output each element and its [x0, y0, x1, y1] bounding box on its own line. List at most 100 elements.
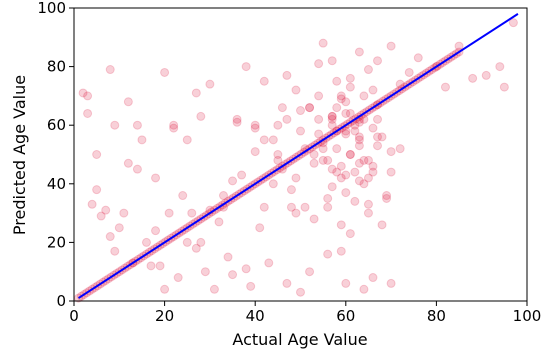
- data-point-114: [273, 150, 283, 159]
- data-point-5: [132, 164, 142, 174]
- data-point-101: [341, 278, 351, 288]
- data-point-10: [191, 88, 201, 98]
- x-tick-label-0: 0: [69, 307, 79, 325]
- data-point-104: [354, 141, 364, 151]
- data-point-11: [196, 111, 206, 121]
- data-point-130: [286, 185, 296, 195]
- data-point-175: [341, 108, 351, 118]
- data-point-98: [327, 114, 337, 124]
- data-point-68: [191, 243, 201, 253]
- data-point-42: [508, 18, 518, 28]
- data-point-82: [255, 223, 265, 233]
- data-point-171: [323, 155, 333, 165]
- data-point-167: [327, 120, 337, 130]
- data-point-46: [92, 185, 102, 195]
- data-point-112: [250, 120, 260, 130]
- ticks-layer: 0 20 40 60 80 100 0 20 40 60 80 100: [37, 0, 541, 325]
- data-point-150: [350, 196, 360, 206]
- data-point-13: [218, 191, 228, 201]
- data-point-154: [359, 91, 369, 101]
- data-point-8: [169, 120, 179, 130]
- data-point-7: [160, 67, 170, 77]
- data-point-168: [341, 126, 351, 136]
- data-point-144: [354, 117, 364, 127]
- data-point-182: [359, 114, 369, 124]
- data-point-75: [223, 252, 233, 262]
- data-point-85: [268, 135, 278, 145]
- data-point-173: [350, 167, 360, 177]
- data-point-44: [83, 91, 93, 101]
- data-point-65: [178, 191, 188, 201]
- data-point-165: [386, 147, 396, 157]
- data-point-135: [345, 150, 355, 159]
- data-point-12: [205, 79, 215, 89]
- data-point-134: [336, 173, 346, 183]
- data-point-174: [363, 173, 373, 183]
- data-point-119: [327, 111, 337, 121]
- data-point-158: [354, 158, 364, 168]
- data-point-21: [291, 85, 301, 95]
- data-point-37: [454, 41, 464, 51]
- data-point-148: [323, 202, 333, 212]
- data-point-92: [300, 202, 310, 212]
- data-point-125: [373, 114, 383, 124]
- data-point-181: [345, 108, 355, 118]
- data-point-45: [87, 199, 97, 209]
- reference-line: [77, 13, 519, 299]
- data-point-147: [309, 214, 319, 224]
- reference-line-layer: [77, 13, 519, 299]
- data-point-107: [368, 273, 378, 283]
- y-tick-label-3: 60: [47, 116, 66, 134]
- data-point-161: [332, 144, 342, 154]
- data-point-121: [341, 129, 351, 139]
- data-point-133: [323, 193, 333, 203]
- data-point-39: [481, 70, 491, 80]
- data-point-180: [332, 103, 342, 113]
- data-point-43: [78, 88, 88, 98]
- data-point-31: [386, 41, 396, 51]
- x-axis-label: Actual Age Value: [232, 330, 367, 349]
- data-point-62: [164, 208, 174, 218]
- data-point-15: [232, 117, 242, 127]
- data-point-157: [341, 170, 351, 180]
- y-tick-label-2: 40: [47, 175, 66, 193]
- data-point-124: [363, 155, 373, 165]
- y-tick-label-0: 0: [56, 292, 66, 310]
- data-point-89: [286, 202, 296, 212]
- x-tick-label-1: 20: [155, 307, 174, 325]
- data-point-81: [250, 147, 260, 157]
- data-point-84: [264, 258, 274, 268]
- data-point-23: [314, 59, 324, 69]
- data-point-19: [273, 120, 283, 130]
- data-point-153: [345, 82, 355, 92]
- data-point-55: [132, 120, 142, 130]
- data-point-162: [345, 150, 355, 159]
- plot-frame: [73, 7, 528, 302]
- data-point-79: [241, 264, 251, 274]
- data-point-137: [368, 161, 378, 171]
- data-point-53: [123, 158, 133, 168]
- data-point-76: [228, 270, 238, 280]
- data-point-159: [368, 167, 378, 177]
- data-point-102: [345, 229, 355, 239]
- data-point-139: [395, 144, 405, 154]
- data-point-138: [382, 191, 392, 201]
- data-point-142: [327, 111, 337, 121]
- data-point-90: [291, 173, 301, 183]
- data-point-99: [332, 167, 342, 177]
- data-point-86: [273, 155, 283, 165]
- data-point-97: [323, 249, 333, 259]
- data-point-56: [137, 135, 147, 145]
- data-point-30: [373, 56, 383, 66]
- data-point-6: [151, 173, 161, 183]
- data-point-78: [237, 170, 247, 180]
- data-point-40: [495, 62, 505, 72]
- data-point-83: [259, 202, 269, 212]
- data-point-60: [155, 261, 165, 271]
- data-point-24: [318, 38, 328, 48]
- data-point-52: [119, 208, 129, 218]
- data-point-59: [151, 226, 161, 236]
- data-point-126: [377, 132, 387, 142]
- data-point-164: [373, 141, 383, 151]
- data-point-117: [305, 103, 315, 113]
